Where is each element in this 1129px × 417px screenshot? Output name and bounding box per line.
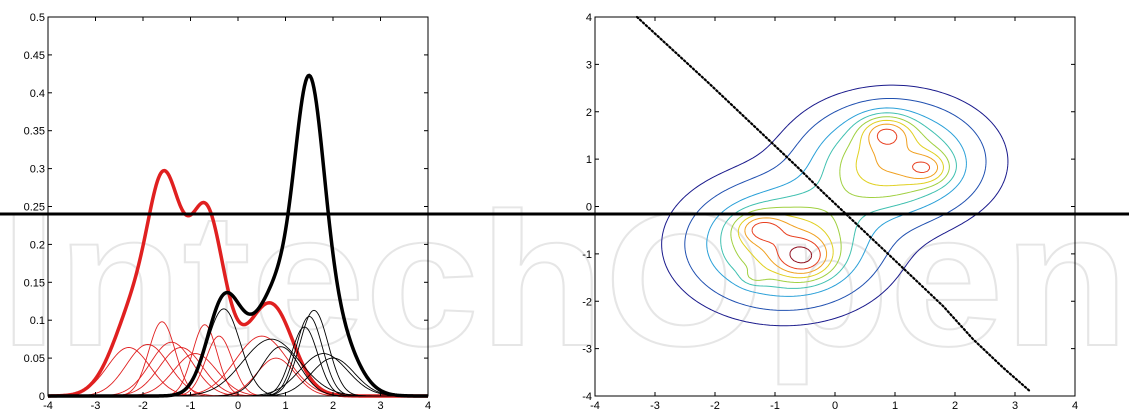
y-tick-label: -4	[582, 391, 592, 403]
x-tick-label: 3	[1012, 400, 1018, 412]
x-tick-label: 0	[832, 400, 838, 412]
contour-chart: -4 -3 -2 -1 0 1 2 3 4 -4 -3 -2 -1 0 1 2 3 4	[582, 12, 1078, 412]
contour-level-7	[751, 128, 931, 270]
y-tick-label: 0.3	[30, 164, 45, 176]
x-tick-label: 2	[330, 400, 336, 412]
y-tick-label: 0.1	[30, 315, 45, 327]
y-tick-label: 0	[586, 202, 592, 214]
y-tick-label: 0.25	[24, 202, 45, 214]
x-tick-label: -4	[43, 400, 53, 412]
x-tick-label: 1	[892, 400, 898, 412]
contour-level-8	[789, 246, 813, 264]
x-tick-label: 4	[425, 400, 431, 412]
x-tick-label: 3	[377, 400, 383, 412]
x-tick-label: -1	[186, 400, 196, 412]
y-tick-label: -1	[582, 249, 592, 261]
x-tick-label: 2	[952, 400, 958, 412]
y-tick-label: -3	[582, 344, 592, 356]
x-tick-label: 4	[1072, 400, 1078, 412]
x-tick-label: 1	[282, 400, 288, 412]
y-tick-label: 0.35	[24, 126, 45, 138]
y-tick-label: 0.05	[24, 353, 45, 365]
x-tick-label: 0	[235, 400, 241, 412]
x-tick-label: -4	[590, 400, 600, 412]
density-chart: -4 -3 -2 -1 0 1 2 3 4 0 0.05 0.1 0.15 0.2 0.25 0.3 0.35 0…	[24, 12, 431, 412]
y-tick-label: 4	[586, 12, 592, 24]
y-tick-label: 0.4	[30, 88, 45, 100]
x-tick-label: -3	[650, 400, 660, 412]
contour-level-4	[730, 116, 950, 284]
y-tick-label: -2	[582, 296, 592, 308]
y-tick-label: 1	[586, 154, 592, 166]
y-tick-label: 0.5	[30, 12, 45, 24]
contour-level-1	[684, 97, 987, 311]
contour-level-0	[661, 84, 1009, 327]
x-tick-label: -1	[770, 400, 780, 412]
y-tick-label: 3	[586, 59, 592, 71]
contour-level-6	[744, 123, 939, 274]
y-tick-label: 2	[586, 107, 592, 119]
y-tick-label: 0	[39, 391, 45, 403]
y-tick-label: 0.2	[30, 239, 45, 251]
decision-boundary	[635, 15, 1032, 393]
x-tick-label: -3	[91, 400, 101, 412]
y-tick-label: 0.45	[24, 50, 45, 62]
x-tick-label: -2	[138, 400, 148, 412]
x-tick-label: -2	[710, 400, 720, 412]
contour-level-3	[720, 112, 957, 289]
y-tick-label: 0.15	[24, 277, 45, 289]
